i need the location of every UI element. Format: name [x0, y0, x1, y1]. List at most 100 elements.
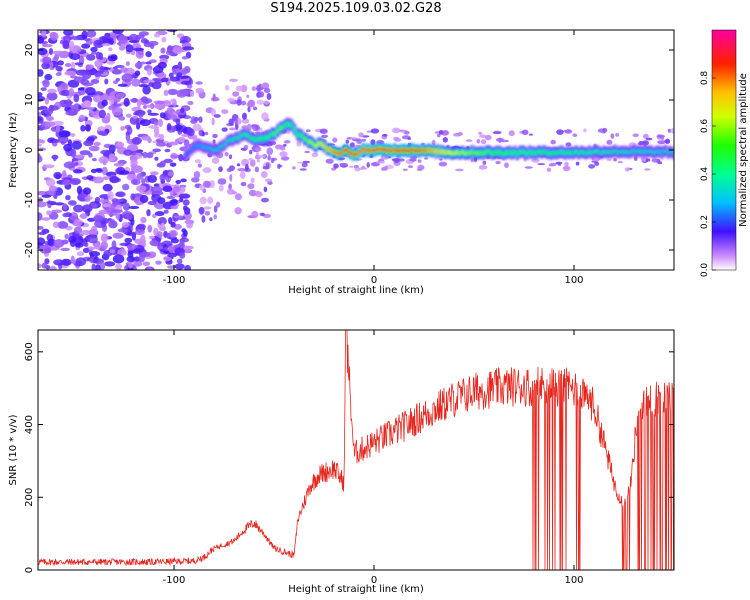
noise-blob — [47, 88, 57, 94]
noise-blob — [179, 89, 192, 95]
noise-blob — [277, 163, 281, 169]
noise-blob — [86, 30, 97, 38]
ridge-cell — [237, 137, 239, 141]
noise-blob — [438, 130, 444, 135]
y-tick-label: 0 — [24, 567, 35, 573]
noise-blob — [107, 55, 117, 62]
noise-blob — [73, 218, 83, 227]
noise-blob — [166, 232, 172, 239]
noise-blob — [213, 205, 218, 213]
ridge-cell — [557, 151, 560, 155]
noise-blob — [106, 112, 111, 122]
noise-blob — [131, 136, 142, 145]
ridge-cell — [657, 149, 659, 153]
noise-blob — [38, 92, 43, 97]
noise-blob — [195, 81, 203, 85]
noise-blob — [213, 114, 221, 118]
noise-blob — [87, 235, 98, 244]
noise-blob — [204, 211, 211, 216]
noise-blob — [92, 176, 104, 184]
noise-blob — [332, 137, 338, 143]
ridge-cell — [574, 150, 577, 154]
noise-blob — [218, 166, 223, 173]
ridge-cell — [555, 152, 557, 156]
noise-blob — [236, 99, 242, 106]
noise-blob — [224, 152, 229, 157]
ridge-cell — [417, 150, 420, 154]
noise-blob — [55, 65, 63, 72]
ridge-cell — [665, 149, 668, 153]
noise-blob — [142, 85, 151, 95]
noise-blob — [41, 62, 50, 70]
x-tick-label: 100 — [564, 275, 583, 286]
noise-blob — [583, 128, 587, 133]
noise-blob — [86, 107, 95, 111]
noise-blob — [170, 98, 177, 104]
noise-blob — [130, 193, 136, 201]
colorbar-tick-label: 0.0 — [700, 263, 710, 278]
noise-blob — [109, 249, 116, 254]
noise-blob — [613, 158, 617, 162]
ridge-cell — [571, 151, 574, 155]
noise-blob — [74, 62, 84, 66]
noise-blob — [70, 255, 75, 264]
noise-blob — [83, 100, 92, 108]
colorbar-label: Normalized spectral amplitude — [738, 73, 749, 227]
noise-blob — [52, 50, 64, 55]
figure-title: S194.2025.109.03.02.G28 — [270, 1, 442, 16]
ridge-cell — [615, 148, 617, 152]
ridge-cell — [387, 149, 389, 152]
ridge-cell — [364, 149, 367, 153]
ridge-cell — [262, 137, 265, 141]
noise-blob — [168, 217, 173, 225]
noise-blob — [64, 70, 77, 76]
ridge-cell — [401, 148, 403, 152]
ridge-cell — [626, 150, 629, 154]
noise-blob — [90, 46, 98, 53]
noise-blob — [167, 252, 178, 258]
ridge-cell — [641, 151, 644, 154]
x-tick-label: -100 — [163, 575, 186, 586]
noise-blob — [120, 67, 128, 73]
ridge-cell — [497, 151, 500, 155]
noise-blob — [150, 171, 159, 176]
noise-blob — [173, 215, 184, 219]
noise-blob — [100, 233, 109, 243]
ridge-cell — [245, 133, 248, 137]
noise-blob — [182, 199, 190, 206]
noise-blob — [660, 136, 665, 140]
ridge-cell — [536, 150, 539, 154]
noise-blob — [261, 197, 269, 203]
ridge-cell — [637, 149, 640, 153]
noise-blob — [274, 144, 283, 150]
noise-blob — [645, 137, 653, 141]
x-tick-label: -100 — [163, 275, 186, 286]
ridge-cell — [506, 150, 508, 154]
ridge-cell — [499, 150, 501, 154]
ridge-cell — [583, 151, 585, 155]
noise-blob — [74, 226, 83, 234]
ridge-cell — [608, 150, 610, 154]
noise-blob — [38, 111, 42, 117]
ridge-cell — [398, 149, 400, 153]
ridge-cell — [431, 149, 434, 153]
noise-blob — [183, 205, 188, 211]
noise-blob — [203, 206, 212, 210]
noise-blob — [69, 52, 81, 61]
noise-blob — [270, 157, 275, 163]
noise-blob — [135, 50, 144, 59]
noise-blob — [38, 47, 48, 56]
noise-blob — [82, 187, 92, 195]
ridge-cell — [585, 151, 588, 155]
noise-blob — [132, 47, 145, 52]
noise-blob — [350, 137, 358, 140]
ridge-cell — [648, 149, 651, 153]
noise-blob — [41, 30, 47, 37]
noise-blob — [169, 76, 180, 82]
ridge-cell — [650, 149, 652, 153]
noise-blob — [156, 231, 163, 238]
noise-blob — [642, 140, 649, 146]
ridge-cell — [597, 149, 599, 153]
noise-blob — [321, 134, 329, 138]
ridge-cell — [542, 150, 545, 153]
